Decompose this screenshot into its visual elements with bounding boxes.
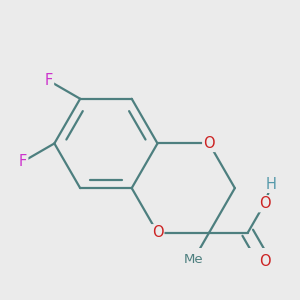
Text: Me: Me — [184, 253, 203, 266]
Text: O: O — [152, 225, 163, 240]
Text: F: F — [45, 73, 53, 88]
Text: O: O — [203, 136, 215, 151]
Text: O: O — [259, 196, 270, 211]
Text: H: H — [266, 177, 277, 192]
Text: O: O — [259, 254, 270, 269]
Text: F: F — [19, 154, 27, 169]
